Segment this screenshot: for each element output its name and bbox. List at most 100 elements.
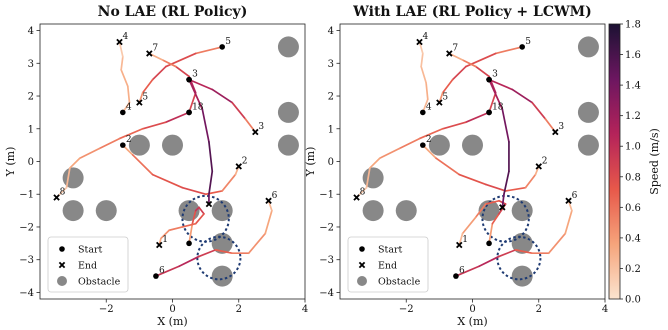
end-label-2: 2 [542, 156, 548, 166]
trajectory-segment [478, 255, 500, 268]
legend-obstacle-icon [57, 276, 67, 286]
trajectory-segment [474, 65, 490, 78]
end-label-7: 7 [152, 43, 158, 53]
trajectory-segment [420, 52, 424, 68]
trajectory-segment [174, 65, 190, 78]
trajectory-3 [188, 78, 257, 133]
obstacle-10 [577, 36, 599, 58]
trajectory-segment [368, 157, 381, 169]
chart-title: With LAE (RL Policy + LCWM) [352, 4, 592, 20]
end-marker-1 [456, 241, 463, 249]
trajectory-segment [208, 141, 214, 173]
trajectory-segment [188, 78, 204, 110]
obstacle-7 [511, 200, 533, 222]
trajectory-4 [118, 41, 131, 114]
x-axis-label: X (m) [157, 315, 187, 328]
legend-start-label: Start [78, 245, 103, 256]
end-marker-8 [353, 194, 360, 201]
y-tick-label: −1 [19, 190, 34, 201]
end-marker-6 [265, 197, 272, 205]
obstacle-12 [277, 134, 299, 156]
y-tick-label: −1 [319, 190, 334, 201]
obstacle-10 [277, 36, 299, 58]
legend-end-label: End [378, 261, 397, 272]
trajectory-segment [488, 78, 504, 110]
trajectory-segment [504, 186, 527, 192]
y-tick-label: 2 [28, 92, 34, 103]
trajectory-segment [198, 206, 205, 215]
trajectory-segment [191, 209, 197, 225]
legend-obstacle-icon [357, 276, 367, 286]
end-marker-stroke [265, 197, 272, 205]
end-marker-3 [252, 128, 259, 136]
end-marker-stroke [499, 204, 506, 211]
trajectory-segment [98, 137, 121, 150]
trajectory-segment [214, 249, 233, 255]
trajectory-segment [564, 209, 573, 235]
colorbar-tick-label: 0.8 [625, 172, 641, 183]
end-marker-stroke [205, 200, 213, 208]
end-marker-stroke [416, 38, 423, 46]
trajectory-segment [484, 183, 507, 192]
end-marker-4 [116, 38, 123, 46]
trajectory-segment [491, 213, 500, 225]
colorbar-tick-label: 0.4 [625, 233, 641, 244]
trajectory-segment [465, 111, 490, 124]
trajectory-8 [55, 111, 190, 199]
end-marker-2 [235, 163, 242, 170]
legend-end-stroke [358, 261, 366, 269]
trajectory-8 [355, 111, 490, 199]
x-tick-label: −2 [99, 304, 114, 315]
trajectory-segment [141, 78, 154, 94]
legend-start-label: Start [378, 245, 403, 256]
trajectory-1 [158, 206, 205, 246]
trajectory-segment [418, 41, 424, 55]
start-marker-8 [486, 109, 492, 116]
colorbar-tick-label: 1.8 [625, 20, 641, 31]
trajectory-segment [151, 173, 184, 189]
trajectory-segment [231, 101, 247, 120]
trajectory-segment [151, 65, 167, 81]
end-label-6: 6 [572, 191, 578, 201]
end-marker-stroke [235, 163, 242, 170]
end-marker-stroke [146, 50, 153, 57]
end-marker-stroke [436, 99, 443, 106]
end-label-7: 7 [452, 43, 458, 53]
start-label-6: 6 [459, 266, 465, 276]
trajectory-segment [120, 68, 129, 88]
end-marker-5 [136, 99, 143, 106]
legend: Start End Obstacle [47, 236, 129, 293]
y-tick-label: 0 [28, 157, 34, 168]
trajectory-segment [264, 209, 273, 235]
end-marker-m [499, 204, 506, 211]
y-tick-label: 3 [328, 59, 334, 70]
trajectory-segment [458, 232, 464, 246]
trajectory-segment [503, 170, 510, 196]
start-label-5: 5 [525, 37, 531, 47]
start-marker-1 [486, 240, 492, 247]
end-marker-stroke [156, 241, 163, 249]
x-tick-label: 4 [302, 304, 308, 315]
legend-box [47, 236, 129, 293]
start-marker-2 [120, 142, 126, 148]
trajectory-segment [188, 78, 214, 91]
colorbar-tick-label: 1.6 [625, 50, 641, 61]
trajectory-segment [78, 147, 101, 160]
start-marker-6 [453, 273, 459, 279]
start-marker-m [186, 76, 192, 83]
trajectory-segment [461, 59, 477, 68]
trajectory-segment [198, 249, 217, 258]
y-tick-label: −4 [19, 288, 34, 299]
trajectory-segment [194, 46, 224, 55]
x-tick-label: −2 [399, 304, 414, 315]
trajectory-segment [488, 78, 514, 91]
trajectory-segment [484, 199, 500, 205]
end-marker-m [205, 200, 213, 208]
start-marker-8 [186, 109, 192, 116]
end-marker-3 [552, 128, 559, 136]
trajectory-segment [455, 265, 480, 277]
trajectory-segment [194, 213, 205, 225]
obstacle-1 [362, 167, 384, 189]
legend-box [347, 236, 429, 293]
